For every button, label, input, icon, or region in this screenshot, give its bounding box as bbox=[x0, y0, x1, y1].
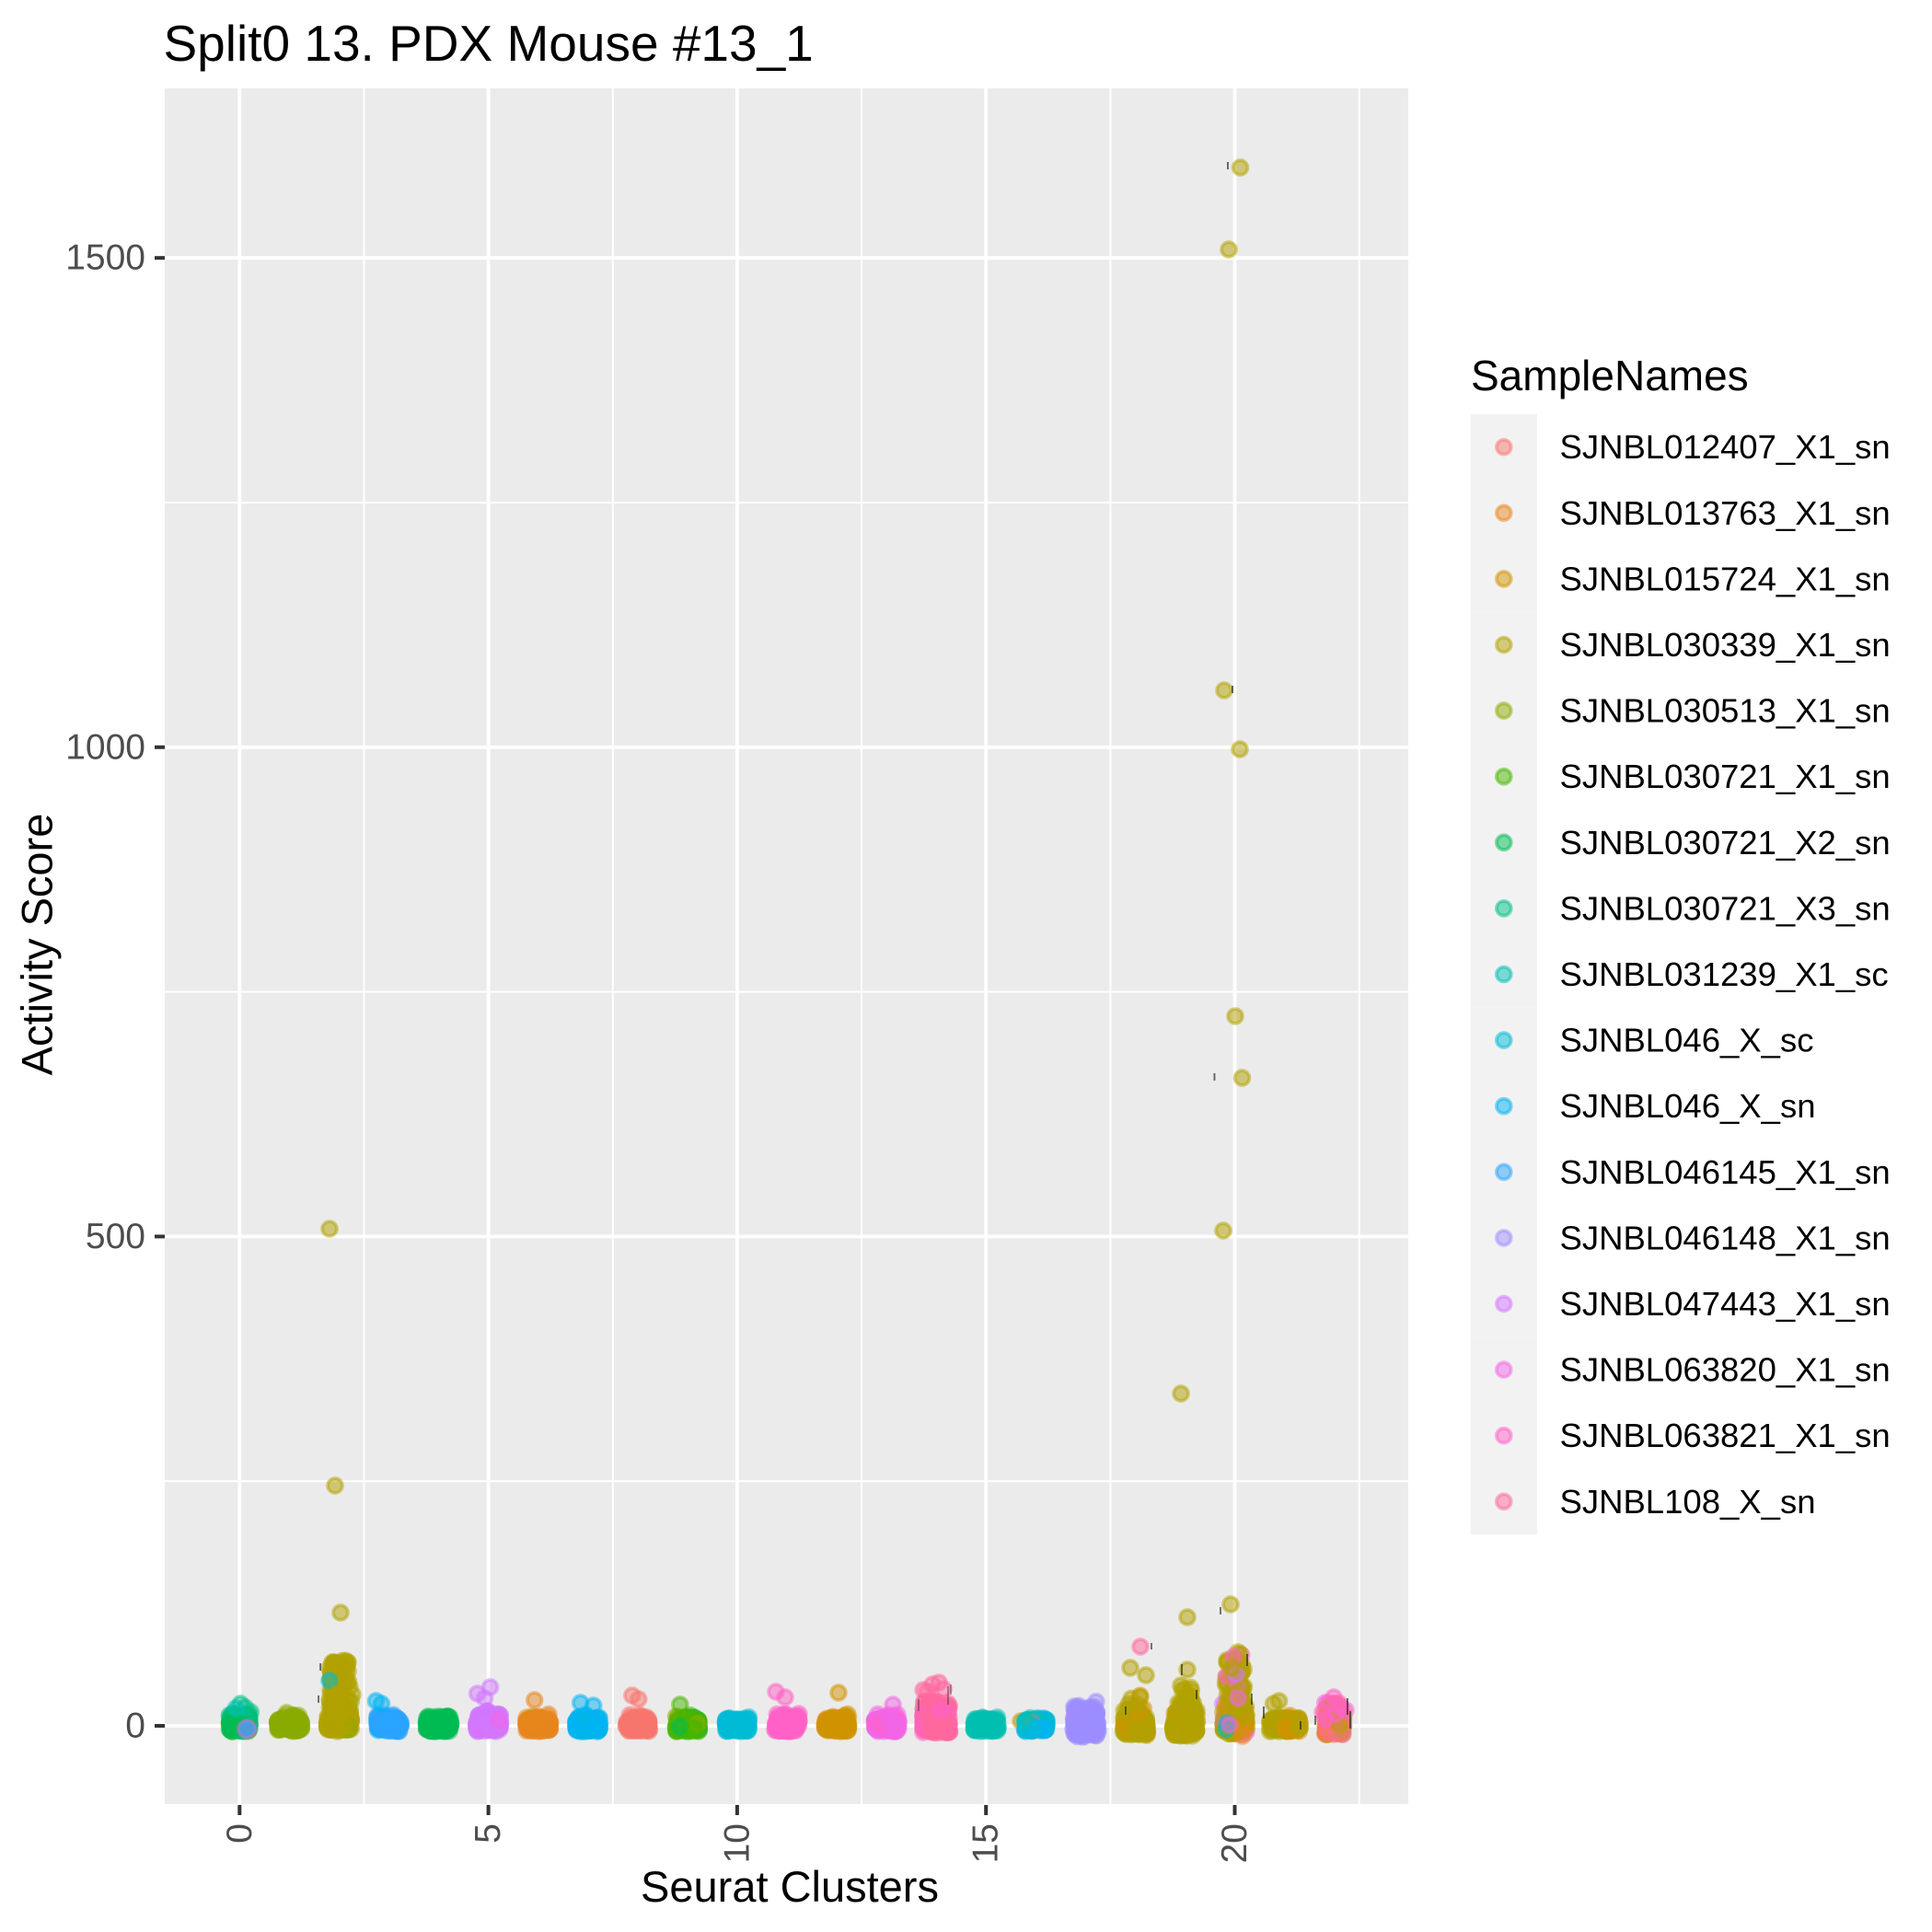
svg-text:1500: 1500 bbox=[65, 238, 145, 278]
svg-text:SJNBL030721_X3_sn: SJNBL030721_X3_sn bbox=[1560, 889, 1891, 927]
svg-text:SJNBL046_X_sn: SJNBL046_X_sn bbox=[1560, 1087, 1816, 1125]
svg-text:SJNBL046145_X1_sn: SJNBL046145_X1_sn bbox=[1560, 1153, 1891, 1191]
svg-text:SJNBL030721_X1_sn: SJNBL030721_X1_sn bbox=[1560, 758, 1891, 795]
svg-text:SJNBL015724_X1_sn: SJNBL015724_X1_sn bbox=[1560, 560, 1891, 597]
svg-text:Seurat Clusters: Seurat Clusters bbox=[641, 1862, 939, 1911]
svg-text:SJNBL031239_X1_sc: SJNBL031239_X1_sc bbox=[1560, 955, 1889, 993]
svg-text:SJNBL108_X_sn: SJNBL108_X_sn bbox=[1560, 1483, 1816, 1521]
svg-text:SJNBL030339_X1_sn: SJNBL030339_X1_sn bbox=[1560, 626, 1891, 664]
svg-text:500: 500 bbox=[86, 1217, 145, 1256]
svg-text:SJNBL013763_X1_sn: SJNBL013763_X1_sn bbox=[1560, 494, 1891, 532]
svg-text:SJNBL063820_X1_sn: SJNBL063820_X1_sn bbox=[1560, 1351, 1891, 1389]
svg-text:SJNBL030721_X2_sn: SJNBL030721_X2_sn bbox=[1560, 824, 1891, 862]
svg-text:SJNBL046148_X1_sn: SJNBL046148_X1_sn bbox=[1560, 1219, 1891, 1256]
svg-text:5: 5 bbox=[469, 1823, 508, 1844]
svg-text:10: 10 bbox=[717, 1823, 757, 1863]
svg-text:SJNBL063821_X1_sn: SJNBL063821_X1_sn bbox=[1560, 1417, 1891, 1454]
svg-text:Activity Score: Activity Score bbox=[12, 814, 61, 1076]
svg-text:15: 15 bbox=[966, 1823, 1006, 1863]
svg-text:20: 20 bbox=[1215, 1823, 1255, 1863]
svg-text:SJNBL030513_X1_sn: SJNBL030513_X1_sn bbox=[1560, 692, 1891, 730]
svg-text:0: 0 bbox=[220, 1823, 260, 1844]
svg-text:SampleNames: SampleNames bbox=[1471, 352, 1749, 399]
svg-text:SJNBL047443_X1_sn: SJNBL047443_X1_sn bbox=[1560, 1285, 1891, 1323]
svg-text:1000: 1000 bbox=[65, 727, 145, 767]
svg-text:SJNBL012407_X1_sn: SJNBL012407_X1_sn bbox=[1560, 428, 1891, 466]
svg-text:0: 0 bbox=[125, 1706, 145, 1746]
svg-text:SJNBL046_X_sc: SJNBL046_X_sc bbox=[1560, 1022, 1814, 1059]
svg-text:Split0 13. PDX Mouse #13_1: Split0 13. PDX Mouse #13_1 bbox=[164, 15, 814, 72]
